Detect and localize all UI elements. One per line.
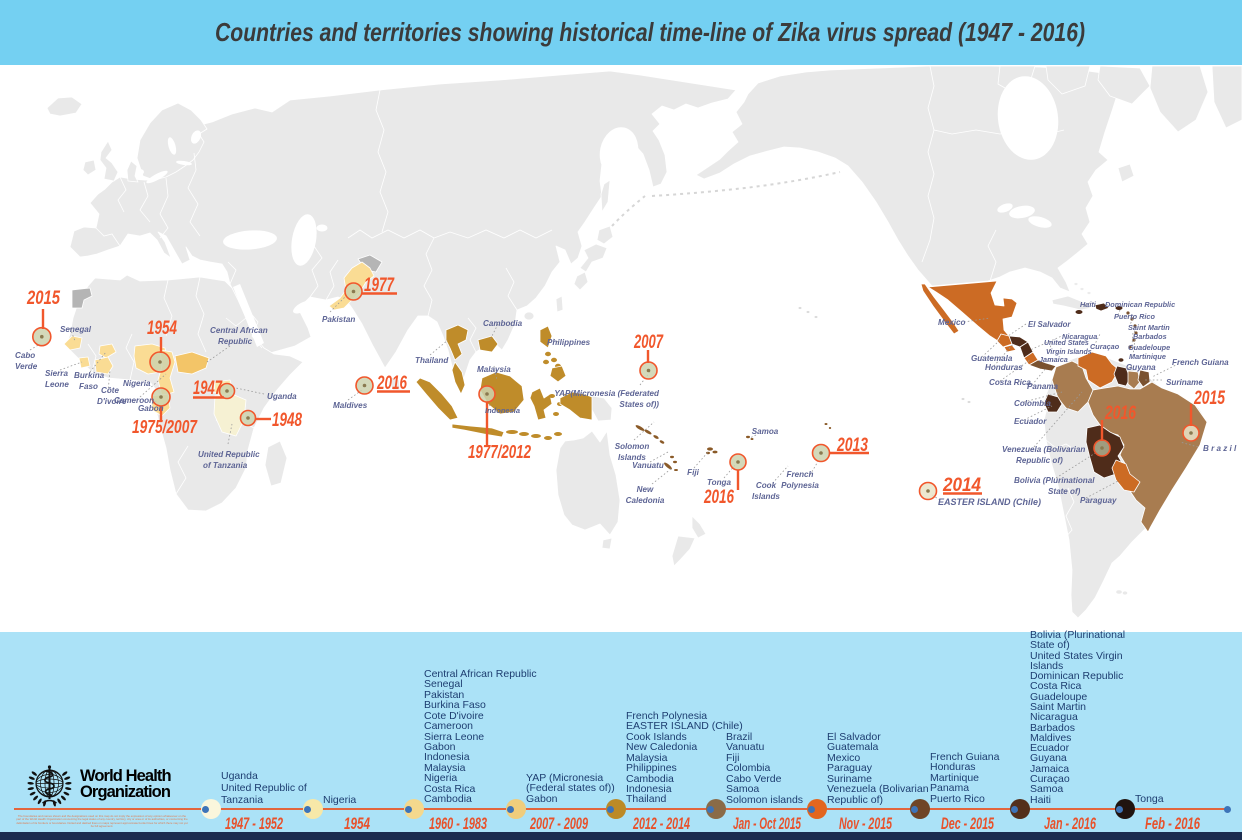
svg-text:1947: 1947 xyxy=(193,378,223,399)
svg-text:State of): State of) xyxy=(1048,487,1081,496)
svg-text:Barbados: Barbados xyxy=(1133,332,1167,341)
svg-text:Samoa: Samoa xyxy=(752,427,779,436)
svg-text:Leone: Leone xyxy=(45,380,69,389)
svg-text:Republic of): Republic of) xyxy=(1016,456,1063,465)
svg-text:Pakistan: Pakistan xyxy=(322,315,355,324)
svg-text:Dec - 2015: Dec - 2015 xyxy=(941,814,994,833)
svg-text:Feb - 2016: Feb - 2016 xyxy=(1145,814,1200,833)
svg-text:United States: United States xyxy=(1044,340,1089,347)
svg-text:Ecuador: Ecuador xyxy=(1014,417,1047,426)
svg-text:D'ivoire: D'ivoire xyxy=(97,397,127,406)
svg-text:Jan - 2016: Jan - 2016 xyxy=(1044,814,1096,833)
svg-text:Indonesia: Indonesia xyxy=(485,406,520,415)
svg-text:Vanuatu: Vanuatu xyxy=(632,461,664,470)
svg-text:Cabo: Cabo xyxy=(15,351,35,360)
svg-text:Venezuela (Bolivarian: Venezuela (Bolivarian xyxy=(1002,445,1085,454)
svg-text:New: New xyxy=(637,485,654,494)
svg-text:Uganda: Uganda xyxy=(267,392,297,401)
svg-text:Curaçao: Curaçao xyxy=(1090,342,1120,351)
svg-text:Fiji: Fiji xyxy=(687,468,699,477)
svg-text:Countries and territories show: Countries and territories showing histor… xyxy=(215,17,1085,47)
svg-text:United Republic: United Republic xyxy=(198,450,260,459)
svg-text:2012 - 2014: 2012 - 2014 xyxy=(632,814,690,833)
svg-text:Malaysia: Malaysia xyxy=(477,365,511,374)
svg-text:2015: 2015 xyxy=(1193,388,1225,409)
svg-text:Cambodia: Cambodia xyxy=(483,319,523,328)
svg-text:Dominican Republic: Dominican Republic xyxy=(1105,300,1175,309)
svg-text:Panama: Panama xyxy=(1027,382,1059,391)
svg-text:Côte: Côte xyxy=(101,386,119,395)
svg-text:Philippines: Philippines xyxy=(547,338,591,347)
svg-text:Puerto Rico: Puerto Rico xyxy=(1114,312,1155,321)
svg-text:French: French xyxy=(787,470,814,479)
svg-text:Islands: Islands xyxy=(618,453,646,462)
svg-text:1960 - 1983: 1960 - 1983 xyxy=(429,814,487,833)
svg-text:1948: 1948 xyxy=(272,410,302,431)
svg-text:Senegal: Senegal xyxy=(60,325,92,334)
svg-text:1954: 1954 xyxy=(344,814,370,833)
svg-text:2016: 2016 xyxy=(1104,403,1136,424)
svg-text:Haiti: Haiti xyxy=(1080,300,1097,309)
svg-text:French Guiana: French Guiana xyxy=(1172,358,1229,367)
svg-text:2007: 2007 xyxy=(633,332,664,353)
svg-text:Jamaica: Jamaica xyxy=(1039,355,1068,364)
svg-text:Gabon: Gabon xyxy=(138,404,164,413)
svg-text:Nigeria: Nigeria xyxy=(123,379,151,388)
svg-text:2015: 2015 xyxy=(26,288,60,309)
svg-text:1977: 1977 xyxy=(364,275,395,296)
svg-text:Virgin Islands: Virgin Islands xyxy=(1046,349,1092,356)
svg-text:Thailand: Thailand xyxy=(415,356,449,365)
svg-text:Guatemala: Guatemala xyxy=(971,354,1013,363)
svg-text:Guadeloupe: Guadeloupe xyxy=(1128,343,1170,352)
svg-text:B r a z i l: B r a z i l xyxy=(1203,444,1237,453)
svg-text:1954: 1954 xyxy=(147,318,177,339)
svg-text:YAP(Micronesia (Federated: YAP(Micronesia (Federated xyxy=(554,389,660,398)
svg-text:El Salvador: El Salvador xyxy=(1028,320,1071,329)
svg-text:States of)): States of)) xyxy=(619,400,659,409)
svg-text:2014: 2014 xyxy=(942,475,981,496)
svg-text:Polynesia: Polynesia xyxy=(781,481,819,490)
svg-text:Solomon: Solomon xyxy=(615,442,650,451)
svg-text:Caledonia: Caledonia xyxy=(626,496,665,505)
svg-text:Verde: Verde xyxy=(15,362,38,371)
svg-text:Colombia: Colombia xyxy=(1014,399,1051,408)
svg-text:2013: 2013 xyxy=(836,435,868,456)
svg-text:Martinique: Martinique xyxy=(1129,352,1166,361)
svg-text:Nov - 2015: Nov - 2015 xyxy=(839,814,892,833)
svg-text:Saint Martin: Saint Martin xyxy=(1128,323,1170,332)
svg-text:Tonga: Tonga xyxy=(707,478,731,487)
svg-text:Burkina: Burkina xyxy=(74,371,105,380)
svg-text:Republic: Republic xyxy=(218,337,253,346)
svg-text:1975/2007: 1975/2007 xyxy=(132,417,198,437)
svg-text:of Tanzania: of Tanzania xyxy=(203,461,248,470)
svg-text:2016: 2016 xyxy=(703,487,734,508)
svg-text:Suriname: Suriname xyxy=(1166,378,1203,387)
svg-text:Islands: Islands xyxy=(752,492,780,501)
svg-text:Central African: Central African xyxy=(210,326,268,335)
svg-text:Cameroon: Cameroon xyxy=(114,396,154,405)
svg-text:Guyana: Guyana xyxy=(1126,363,1156,372)
svg-text:Cook: Cook xyxy=(756,481,777,490)
svg-text:Costa Rica: Costa Rica xyxy=(989,378,1031,387)
svg-text:1977/2012: 1977/2012 xyxy=(468,442,531,462)
svg-text:Mexico: Mexico xyxy=(938,318,965,327)
svg-text:EASTER ISLAND (Chile): EASTER ISLAND (Chile) xyxy=(938,497,1041,507)
svg-text:2016: 2016 xyxy=(376,373,407,394)
svg-text:Jan - Oct 2015: Jan - Oct 2015 xyxy=(733,814,801,833)
svg-text:Faso: Faso xyxy=(79,382,98,391)
svg-text:1947 - 1952: 1947 - 1952 xyxy=(225,814,283,833)
svg-text:Nicaragua: Nicaragua xyxy=(1062,332,1097,341)
svg-text:Maldives: Maldives xyxy=(333,401,368,410)
svg-text:Bolivia (Plurinational: Bolivia (Plurinational xyxy=(1014,476,1095,485)
svg-text:2007 - 2009: 2007 - 2009 xyxy=(529,814,588,833)
svg-text:Sierra: Sierra xyxy=(45,369,68,378)
svg-text:Paraguay: Paraguay xyxy=(1080,496,1117,505)
svg-text:Honduras: Honduras xyxy=(985,363,1023,372)
